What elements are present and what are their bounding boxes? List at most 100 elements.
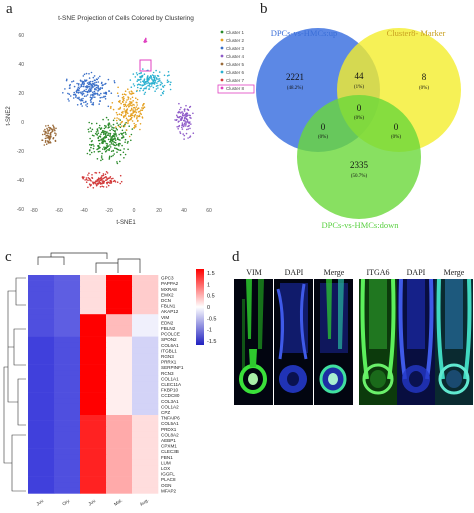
tsne-point — [135, 106, 138, 108]
tsne-point — [48, 137, 50, 139]
tsne-point — [107, 119, 110, 121]
heatmap-cell — [28, 303, 55, 309]
tsne-point — [101, 158, 104, 161]
tsne-point — [82, 97, 84, 100]
panel-d-letter: d — [232, 249, 240, 265]
tsne-point — [124, 122, 127, 125]
heatmap-cell — [28, 476, 55, 483]
tsne-point — [131, 116, 133, 119]
tsne-point — [187, 108, 189, 111]
tsne-point — [181, 124, 184, 127]
tsne-point — [100, 177, 103, 179]
tsne-point — [149, 77, 151, 79]
tsne-point — [96, 92, 98, 95]
gene-label: MFAP2 — [161, 488, 177, 493]
heatmap-cell — [80, 420, 107, 427]
tsne-point — [100, 82, 103, 85]
tsne-point — [114, 139, 117, 141]
heatmap-cell — [54, 398, 81, 405]
tsne-point — [119, 182, 121, 185]
tsne-point — [97, 90, 99, 92]
tsne-point — [135, 125, 137, 128]
tsne-point — [188, 124, 190, 127]
tsne-point — [188, 106, 191, 108]
gene-label: CLEC11A — [161, 382, 182, 387]
legend-label: Cluster 1 — [226, 30, 245, 35]
gene-label: FBLN1 — [161, 304, 176, 309]
tsne-point — [137, 83, 140, 86]
tsne-point — [109, 134, 111, 136]
heatmap-cell — [106, 415, 133, 421]
tsne-point — [115, 127, 118, 130]
tsne-point — [88, 172, 90, 174]
heatmap-cell — [80, 286, 107, 293]
heatmap-cell — [132, 331, 159, 337]
heatmap-cell — [28, 359, 55, 365]
heatmap-cell — [28, 482, 55, 489]
heatmap-cell — [106, 443, 133, 449]
heatmap-cell — [54, 482, 81, 489]
tsne-point — [182, 119, 185, 122]
tsne-point — [91, 122, 93, 125]
tsne-point — [140, 72, 142, 75]
tsne-point — [97, 179, 100, 181]
legend-swatch — [220, 70, 224, 74]
tsne-point — [108, 148, 111, 150]
heatmap-cell — [132, 471, 159, 477]
heatmap-cell — [132, 375, 159, 382]
tsne-point — [100, 157, 103, 159]
heatmap-cell — [132, 443, 159, 449]
tsne-point — [132, 100, 134, 102]
heatmap-cell — [54, 325, 81, 332]
tsne-point — [72, 93, 75, 96]
gene-label: VIM — [161, 315, 169, 320]
tsne-point — [77, 92, 80, 94]
tsne-point — [154, 81, 156, 84]
tsne-point — [185, 104, 187, 107]
tsne-point — [88, 183, 91, 185]
tsne-point — [91, 134, 94, 137]
gene-label: FBLN2 — [161, 326, 176, 331]
micrograph-dapi-right — [397, 279, 435, 405]
tsne-point — [188, 122, 190, 125]
tsne-point — [91, 174, 93, 176]
tsne-point — [102, 182, 105, 184]
tsne-point — [185, 123, 187, 126]
heatmap-cell — [28, 291, 55, 298]
heatmap-cell — [132, 420, 159, 427]
tsne-point — [105, 116, 108, 119]
tsne-point — [121, 93, 124, 96]
tsne-point — [93, 90, 96, 93]
tsne-point — [86, 105, 88, 108]
heatmap-cell — [28, 297, 55, 304]
tsne-point — [145, 86, 148, 88]
tsne-point — [115, 111, 118, 114]
heatmap-cell — [106, 314, 133, 321]
tsne-point — [142, 84, 145, 86]
heatmap-cell — [132, 459, 159, 466]
tsne-point — [119, 174, 122, 177]
tsne-point — [185, 132, 188, 135]
panel-c: c GPC3 PAPPA2 MXRA8 EMX2 DCN FBLN1 AKAP12 VIM ED… — [0, 247, 226, 513]
tsne-point — [167, 80, 170, 83]
tsne-point — [114, 147, 116, 149]
tsne-point — [85, 95, 88, 97]
heatmap-cell — [132, 319, 159, 326]
heatmap-cell — [106, 303, 133, 309]
tsne-point — [120, 102, 122, 105]
tsne-point — [93, 92, 95, 95]
heatmap-cell — [54, 308, 81, 315]
heatmap-cell — [54, 275, 81, 281]
tsne-point — [108, 122, 110, 124]
tsne-point — [107, 138, 110, 141]
tsne-point — [155, 77, 158, 79]
gene-label: COL1A1 — [161, 376, 179, 381]
tsne-point — [45, 143, 48, 145]
tsne-point — [100, 131, 103, 134]
venn-circle-down — [297, 95, 421, 219]
tsne-point — [136, 80, 138, 82]
venn-region-c8-down-pct: (0%) — [391, 135, 401, 140]
tsne-point — [44, 128, 46, 131]
tsne-point — [128, 135, 131, 138]
tsne-point — [140, 109, 142, 111]
